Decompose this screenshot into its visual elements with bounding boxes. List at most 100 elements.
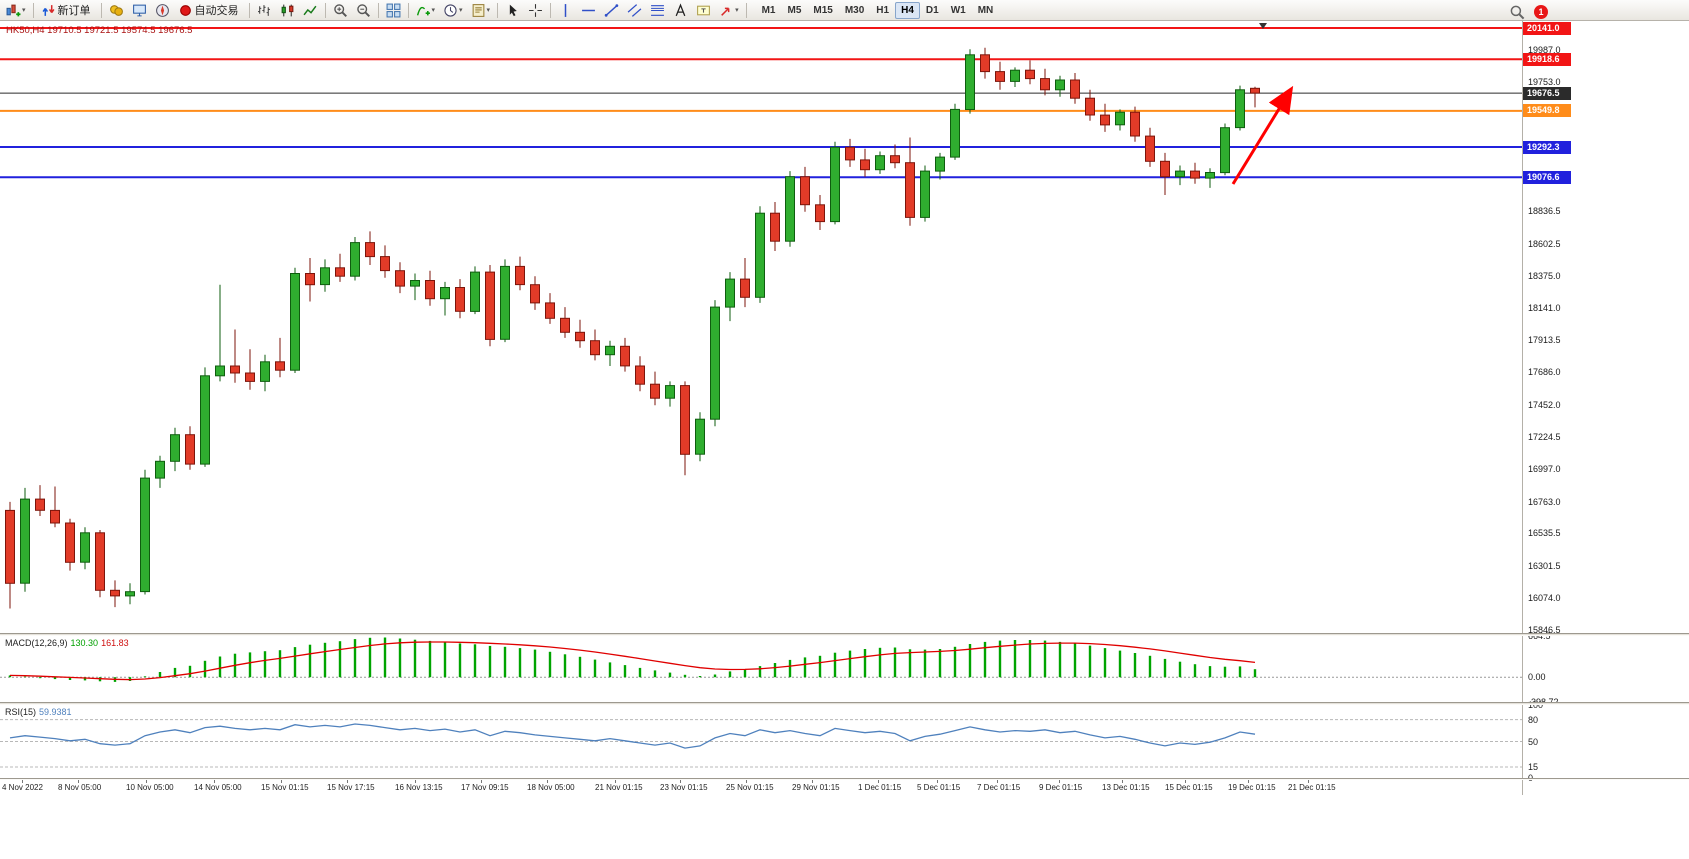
main-chart-canvas[interactable]: [0, 21, 1522, 633]
rsi-scale-label: 80: [1528, 714, 1539, 725]
cursor-button[interactable]: [502, 0, 523, 20]
periods-button[interactable]: ▾: [440, 0, 466, 20]
price-axis-label: 17224.5: [1528, 431, 1561, 442]
dropdown-caret-icon: ▾: [431, 7, 436, 14]
texta-icon: [673, 2, 688, 18]
time-axis-label: 13 Dec 01:15: [1102, 783, 1150, 792]
time-axis-label: 19 Dec 01:15: [1228, 783, 1276, 792]
text-button[interactable]: [670, 0, 691, 20]
level-lines: [0, 27, 1522, 179]
candlestick-chart-button[interactable]: [277, 0, 298, 20]
time-axis-label: 7 Dec 01:15: [977, 783, 1021, 792]
time-axis-tick: [1185, 780, 1186, 783]
zoom-in-button[interactable]: [330, 0, 351, 20]
panel-splitter-macd-rsi[interactable]: [0, 702, 1689, 705]
price-axis-label: 18375.0: [1528, 270, 1561, 281]
time-axis-label: 5 Dec 01:15: [917, 783, 961, 792]
toolbar: ▾ 新订单 自动交易 ▾ ▾ ▾ ▾ M1 M5 M15 M30 H1 H4 D1 W1 MN 1: [0, 0, 1689, 21]
channel-button[interactable]: [624, 0, 645, 20]
time-axis-tick: [146, 780, 147, 783]
trendline-button[interactable]: [601, 0, 622, 20]
timeframe-button-m15[interactable]: M15: [813, 4, 833, 16]
auto-trading-button-label: 自动交易: [194, 5, 239, 17]
monitor-icon: [132, 3, 147, 18]
auto-trading-button[interactable]: 自动交易: [175, 0, 245, 20]
time-axis-tick: [878, 780, 879, 783]
timeframe-button-h1[interactable]: H1: [876, 4, 890, 16]
macd-name: MACD(12,26,9): [5, 638, 68, 648]
time-axis-label: 8 Nov 05:00: [58, 783, 102, 792]
timeframe-button-h4[interactable]: H4: [895, 1, 920, 19]
new-order-button-label: 新订单: [57, 5, 91, 17]
time-axis-label: 17 Nov 09:15: [461, 783, 509, 792]
time-axis-label: 23 Nov 01:15: [660, 783, 708, 792]
price-axis-label: 16074.0: [1528, 593, 1561, 604]
rsi-canvas[interactable]: [0, 705, 1522, 778]
price-axis-label: 18141.0: [1528, 303, 1561, 314]
price-axis-label: 16535.5: [1528, 528, 1561, 539]
zoom-out-button[interactable]: [353, 0, 374, 20]
time-axis-label: 15 Nov 01:15: [261, 783, 309, 792]
new-chart-button[interactable]: ▾: [3, 0, 29, 20]
timeframe-button-m5[interactable]: M5: [787, 4, 802, 16]
symbol-ohlc-header: HK50,H4 19710.5 19721.5 19574.5 19676.5: [6, 25, 193, 36]
indicators-button[interactable]: ▾: [413, 0, 439, 20]
price-axis-label: 19753.0: [1528, 77, 1561, 88]
price-axis-label: 18836.5: [1528, 205, 1561, 216]
crosshair-button[interactable]: [525, 0, 546, 20]
time-axis-label: 15 Dec 01:15: [1165, 783, 1213, 792]
timeframe-button-m1[interactable]: M1: [761, 4, 776, 16]
timeframe-button-d1[interactable]: D1: [925, 4, 939, 16]
toolbar-separator: [32, 2, 34, 18]
rsi-line: [9, 723, 1256, 749]
price-badge-level: 19549.8: [1523, 104, 1571, 118]
templates-button[interactable]: ▾: [468, 0, 494, 20]
price-badge-resistance: 20141.0: [1523, 21, 1571, 35]
bar-chart-button[interactable]: [254, 0, 275, 20]
time-axis-label: 21 Nov 01:15: [595, 783, 643, 792]
new-order-button[interactable]: 新订单: [38, 0, 97, 20]
price-axis[interactable]: 19987.019753.019525.018836.518602.518375…: [1522, 21, 1689, 795]
data-window-button[interactable]: [129, 0, 150, 20]
time-axis-label: 10 Nov 05:00: [126, 783, 174, 792]
dropdown-caret-icon: ▾: [486, 7, 491, 14]
time-axis[interactable]: 4 Nov 2022 8 Nov 05:00 10 Nov 05:00 14 Nov …: [0, 780, 1522, 795]
macd-canvas[interactable]: [0, 636, 1522, 702]
timeframe-button-m30[interactable]: M30: [844, 4, 865, 16]
timeframe-button-mn[interactable]: MN: [977, 4, 994, 16]
horizontal-line-button[interactable]: [578, 0, 599, 20]
tile-windows-button[interactable]: [383, 0, 404, 20]
notification-badge[interactable]: 1: [1534, 5, 1548, 19]
candles-icon: [280, 3, 295, 18]
order-icon: [41, 3, 56, 18]
fibonacci-button[interactable]: [647, 0, 668, 20]
macd-signal-value: 161.83: [101, 638, 129, 648]
vertical-line-button[interactable]: [555, 0, 576, 20]
toolbar-separator: [497, 2, 499, 18]
time-axis-tick: [1308, 780, 1309, 783]
macd-signal-line: [9, 641, 1256, 681]
search-button[interactable]: [1507, 2, 1528, 22]
panel-splitter-main-macd[interactable]: [0, 633, 1689, 636]
channel-icon: [627, 3, 642, 18]
navigator-button[interactable]: [152, 0, 173, 20]
trend-arrow-annotation[interactable]: [1231, 85, 1294, 185]
toolbar-separator: [377, 2, 379, 18]
line-chart-button[interactable]: [300, 0, 321, 20]
shift-marker-icon: [1259, 23, 1267, 29]
linechart-icon: [302, 3, 318, 18]
hline-icon: [581, 3, 596, 18]
time-axis-tick: [812, 780, 813, 783]
autotrade-icon: [178, 3, 193, 18]
toolbar-right-group: 1: [1506, 2, 1548, 22]
timeframe-button-w1[interactable]: W1: [950, 4, 966, 16]
market-watch-button[interactable]: [106, 0, 127, 20]
panel-splitter-rsi-dates[interactable]: [0, 778, 1689, 780]
indicator-icon: [416, 3, 431, 18]
crosshair-icon: [528, 3, 543, 18]
time-axis-tick: [22, 780, 23, 783]
arrows-button[interactable]: ▾: [716, 0, 742, 20]
time-axis-label: 14 Nov 05:00: [194, 783, 242, 792]
time-axis-tick: [214, 780, 215, 783]
label-button[interactable]: [693, 0, 714, 20]
